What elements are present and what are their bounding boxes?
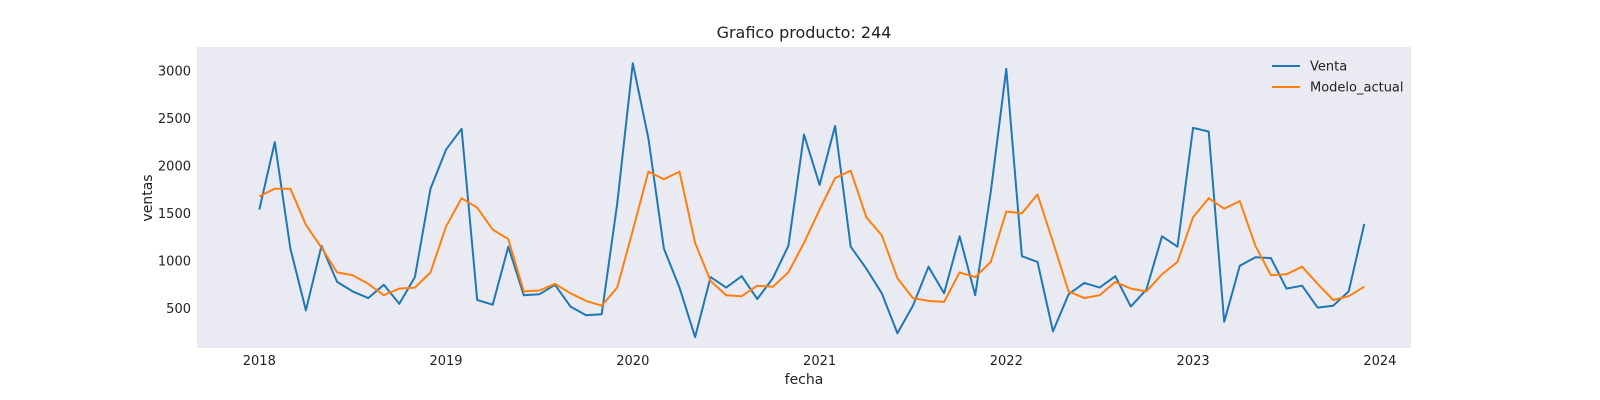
legend-label-modelo_actual: Modelo_actual [1310,81,1404,96]
series-line-modelo_actual [258,169,1365,307]
x-tick-label: 2020 [616,354,649,369]
y-tick-label: 2000 [158,159,191,174]
legend-label-venta: Venta [1310,60,1347,75]
x-ticks: 2018 2019 2020 2021 2022 2023 2024 [243,354,1397,369]
y-tick-label: 1500 [158,207,191,222]
x-tick-label: 2019 [429,354,462,369]
y-tick-label: 3000 [158,64,191,79]
y-tick-label: 2500 [158,112,191,127]
series-line-venta [258,62,1366,339]
x-tick-label: 2018 [243,354,276,369]
x-tick-label: 2022 [990,354,1023,369]
series-layer [258,62,1366,339]
chart-title: Grafico producto: 244 [717,23,892,42]
x-tick-label: 2021 [803,354,836,369]
y-ticks: 500 1000 1500 2000 2500 3000 [158,64,191,317]
y-axis-label: ventas [140,174,156,221]
x-tick-label: 2024 [1363,354,1396,369]
y-tick-label: 500 [166,302,191,317]
x-tick-label: 2023 [1177,354,1210,369]
x-axis-label: fecha [785,372,824,388]
y-tick-label: 1000 [158,255,191,270]
legend: Venta Modelo_actual [1272,60,1404,96]
